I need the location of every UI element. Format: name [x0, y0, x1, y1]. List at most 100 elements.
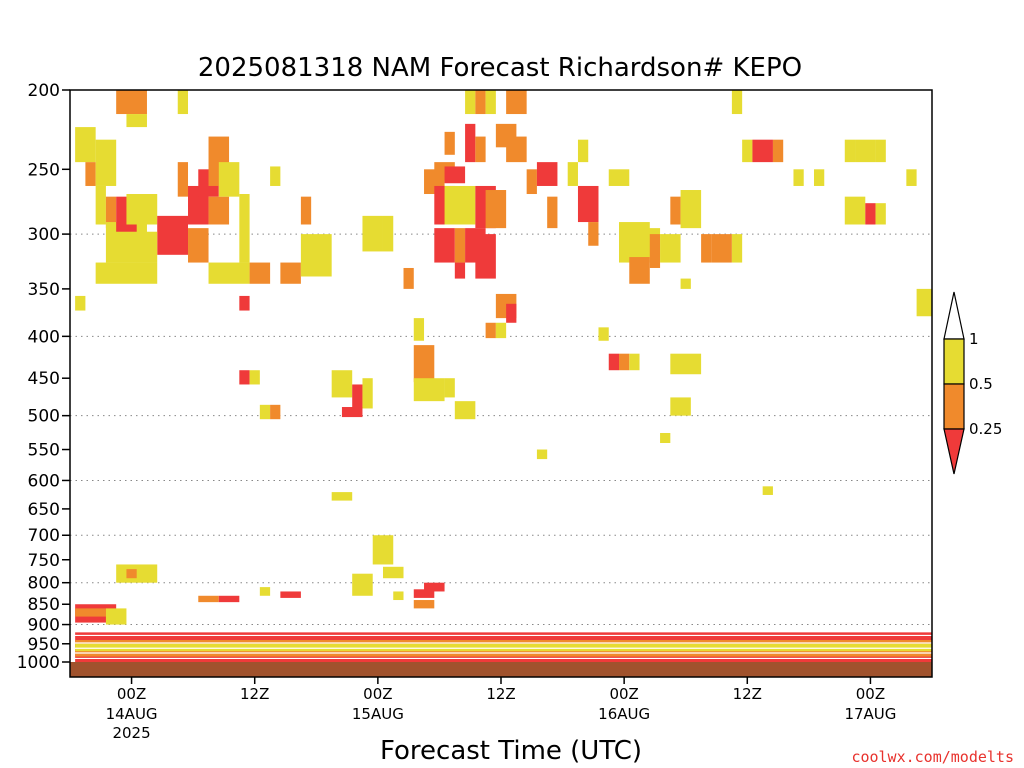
ri-cell — [75, 643, 932, 652]
ri-cell — [649, 234, 661, 268]
ri-cell — [259, 587, 271, 596]
ri-cell — [126, 569, 137, 579]
ri-cell — [855, 139, 876, 163]
legend-swatch-below-0.25 — [943, 428, 965, 475]
ri-cell — [300, 234, 332, 277]
ri-cell — [116, 564, 158, 583]
ri-cell — [844, 139, 856, 163]
ri-cell — [608, 353, 620, 371]
y-tick-label: 650 — [28, 500, 60, 520]
legend-swatch-0.25-0.5 — [943, 383, 965, 430]
ri-cell — [670, 196, 681, 225]
color-legend: 1 0.5 0.25 — [943, 291, 1002, 475]
ri-cell — [177, 90, 189, 115]
y-tick-label: 800 — [28, 574, 60, 594]
ri-cell — [731, 90, 743, 115]
ri-cell — [485, 190, 507, 229]
y-tick-label: 250 — [28, 160, 60, 180]
ri-cell — [588, 222, 599, 246]
ri-cell — [341, 407, 363, 418]
x-tick-date: 15AUG — [352, 705, 404, 723]
richardson-cells — [70, 90, 932, 662]
watermark: coolwx.com/modelts — [851, 748, 1014, 766]
ri-cell — [762, 486, 773, 495]
ri-cell — [495, 322, 507, 339]
ri-cell — [506, 303, 517, 323]
ri-cell — [660, 234, 681, 263]
ri-cell — [629, 353, 640, 371]
ri-cell — [362, 215, 383, 252]
ground-bar — [70, 662, 932, 677]
ri-cell — [619, 353, 630, 371]
ri-cell — [105, 608, 127, 625]
legend-swatch-0.5-1 — [943, 338, 965, 385]
y-tick-label: 450 — [28, 369, 60, 389]
ri-cell — [526, 169, 537, 195]
ri-cell — [413, 600, 435, 609]
ri-cell — [85, 162, 96, 186]
ri-cell — [577, 185, 599, 223]
ri-cell — [608, 169, 630, 186]
ri-cell — [331, 370, 353, 398]
ri-cell — [280, 591, 301, 598]
y-tick-label: 500 — [28, 407, 60, 427]
grid-lines — [70, 233, 932, 626]
ri-cell — [475, 90, 486, 115]
ri-cell — [403, 267, 414, 289]
ri-cell — [444, 185, 476, 225]
ri-cell — [382, 215, 394, 252]
ri-cell — [177, 162, 189, 197]
ri-cell — [105, 196, 117, 229]
ri-cell — [598, 327, 609, 341]
x-tick-date: 16AUG — [598, 705, 650, 723]
x-tick-label: 12Z — [240, 685, 269, 703]
plot-area — [69, 89, 933, 678]
ri-cell — [670, 397, 691, 416]
ri-cell — [547, 196, 558, 229]
x-tick-label: 00Z — [609, 685, 638, 703]
x-tick-date: 17AUG — [844, 705, 896, 723]
ri-cell — [95, 262, 158, 284]
y-axis-pressure: 200 250 300 350 400 450 500 550 600 650 700 750 8008… — [17, 81, 70, 673]
ri-cell — [208, 262, 250, 284]
ri-cell — [506, 136, 527, 163]
y-tick-label: 950 — [28, 635, 60, 655]
ri-cell — [629, 257, 650, 284]
ri-cell — [454, 262, 466, 279]
ri-cell — [198, 595, 219, 603]
y-tick-label: 400 — [28, 327, 60, 347]
ri-cell — [454, 401, 476, 420]
ri-cell — [454, 228, 466, 263]
ri-cell — [444, 378, 455, 398]
ri-cell — [793, 169, 804, 186]
ri-cell — [413, 589, 435, 598]
ri-cell — [75, 127, 96, 163]
ri-cell — [208, 196, 230, 225]
x-tick-label: 00Z — [363, 685, 392, 703]
ri-cell — [577, 139, 589, 163]
ri-cell — [465, 123, 476, 163]
x-tick-label: 00Z — [117, 685, 146, 703]
ri-cell — [157, 215, 189, 255]
ri-cell — [239, 194, 250, 225]
ri-cell — [239, 224, 250, 263]
ri-cell — [270, 166, 281, 186]
ri-cell — [95, 139, 117, 186]
y-tick-label: 550 — [28, 441, 60, 461]
ri-cell — [331, 492, 353, 501]
y-tick-label: 300 — [28, 225, 60, 245]
ri-cell — [249, 370, 260, 385]
ri-cell — [239, 370, 250, 385]
ri-cell — [424, 582, 445, 592]
y-tick-label: 700 — [28, 526, 60, 546]
ri-cell — [372, 535, 394, 565]
ri-cell — [413, 345, 435, 383]
ri-cell — [465, 90, 476, 115]
ri-cell — [660, 432, 671, 444]
ri-cell — [126, 114, 147, 128]
ri-cell — [875, 139, 886, 163]
ri-cell — [352, 384, 363, 409]
ri-cell — [680, 190, 702, 229]
